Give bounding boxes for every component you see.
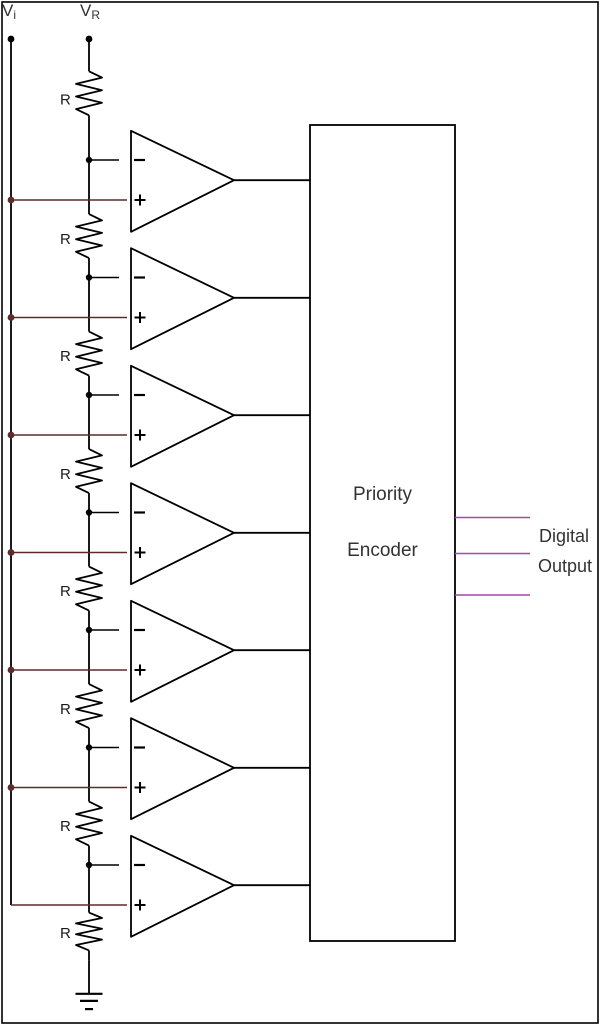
svg-text:R: R: [60, 466, 71, 483]
svg-text:Output: Output: [538, 556, 592, 576]
svg-text:VR: VR: [80, 1, 100, 22]
svg-text:Encoder: Encoder: [347, 540, 418, 561]
svg-text:R: R: [60, 92, 71, 109]
svg-text:R: R: [60, 231, 71, 248]
svg-text:Digital: Digital: [539, 526, 589, 546]
svg-text:R: R: [60, 925, 71, 942]
svg-text:R: R: [60, 348, 71, 365]
svg-text:Priority: Priority: [353, 484, 413, 505]
svg-text:R: R: [60, 701, 71, 718]
svg-text:R: R: [60, 818, 71, 835]
svg-text:R: R: [60, 583, 71, 600]
svg-text:Vi: Vi: [2, 1, 16, 22]
